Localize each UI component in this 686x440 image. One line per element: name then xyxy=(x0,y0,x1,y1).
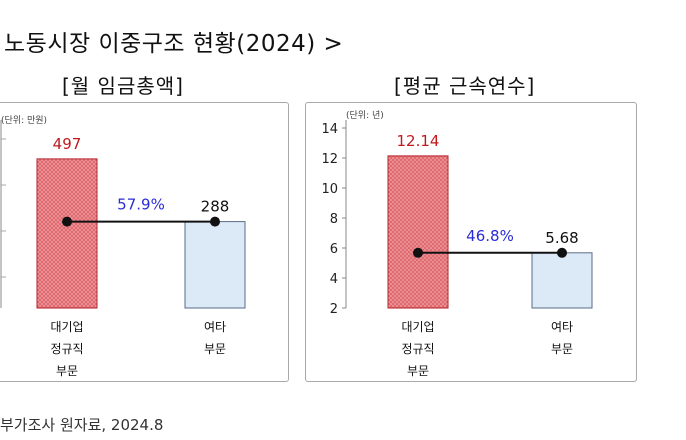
bar-other-sector xyxy=(531,252,593,309)
category-label: 대기업 xyxy=(50,320,83,334)
y-tick-label: 4 xyxy=(330,272,338,287)
category-label: 여타 xyxy=(551,320,573,334)
unit-note: (단위: 만원) xyxy=(1,115,47,126)
ratio-label: 46.8% xyxy=(466,227,514,245)
category-label: 여타 xyxy=(204,320,226,334)
value-label-other-sector: 5.68 xyxy=(545,229,578,247)
bar-large-firm xyxy=(36,158,98,309)
value-label-large-firm: 12.14 xyxy=(397,132,440,150)
value-label-large-firm: 497 xyxy=(53,135,82,153)
category-label: 부문 xyxy=(551,342,573,356)
category-label: 정규직 xyxy=(401,342,434,356)
tenure-chart-title: [평균 근속연수] xyxy=(394,74,536,98)
y-tick-label: 2 xyxy=(330,302,338,317)
comparison-point xyxy=(413,247,423,258)
y-tick-label: 8 xyxy=(330,212,338,227)
wage-chart-title: [월 임금총액] xyxy=(62,74,184,98)
category-label: 부문 xyxy=(56,364,78,378)
category-label: 대기업 xyxy=(401,320,434,334)
category-label: 부문 xyxy=(407,364,429,378)
unit-note: (단위: 년) xyxy=(346,110,384,121)
category-label: 정규직 xyxy=(50,342,83,356)
ratio-label: 57.9% xyxy=(117,196,165,214)
wage-chart-panel: (단위: 만원) 497 대기업 정규직 부문 288 여타 부문 57.9% xyxy=(0,102,289,382)
source-note: 부가조사 원자료, 2024.8 xyxy=(0,416,164,434)
tenure-chart-panel: 2 4 6 8 10 12 14 (단위: 년) 12.14 대기업 정규직 부문 5.68 여타 부문 46… xyxy=(305,102,637,382)
comparison-point xyxy=(557,247,567,258)
bar-other-sector xyxy=(184,221,246,309)
y-tick-label: 10 xyxy=(321,182,338,197)
category-label: 부문 xyxy=(204,342,226,356)
y-tick-label: 14 xyxy=(321,122,338,137)
y-tick-label: 12 xyxy=(321,152,338,167)
page-title: 노동시장 이중구조 현황(2024) > xyxy=(4,31,344,57)
comparison-point xyxy=(210,216,220,227)
value-label-other-sector: 288 xyxy=(201,198,230,216)
comparison-point xyxy=(62,216,72,227)
y-tick-label: 6 xyxy=(330,242,338,257)
bar-large-firm xyxy=(387,155,449,309)
